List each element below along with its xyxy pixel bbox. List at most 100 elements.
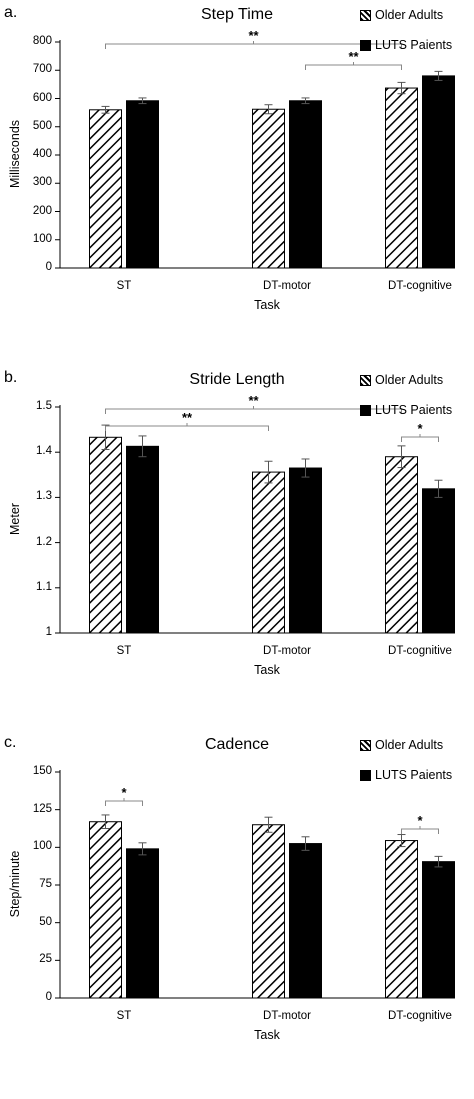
y-tick-label: 300 <box>32 176 52 189</box>
bar-luts-patients <box>422 861 455 999</box>
chart-title: Cadence <box>204 736 270 753</box>
x-tick-label: DT-motor <box>263 1010 311 1022</box>
significance-bracket <box>105 798 143 806</box>
significance-label: * <box>417 421 423 436</box>
y-tick-label: 200 <box>32 204 52 217</box>
bar-luts-patients <box>126 445 159 634</box>
y-tick-label: 500 <box>32 119 52 132</box>
error-bar <box>397 834 406 848</box>
chart-panel: 0 25 50 75 100 125 150 ST DT-motor DT-cognitive * *… <box>0 730 474 1090</box>
bar-luts-patients <box>422 488 455 634</box>
y-axis-label: Meter <box>8 503 22 535</box>
x-tick-label: DT-cognitive <box>388 645 452 657</box>
x-tick-label: DT-cognitive <box>388 1010 452 1022</box>
x-tick-label: DT-cognitive <box>388 280 452 292</box>
legend-item-older-adults: Older Adults <box>360 734 452 756</box>
bar-older-adults <box>89 436 122 634</box>
bar-older-adults <box>89 109 122 269</box>
significance-bracket <box>105 41 402 49</box>
significance-bracket <box>105 406 402 414</box>
y-tick-label: 1.4 <box>36 445 52 458</box>
bar-older-adults <box>252 471 285 634</box>
y-tick-label: 1.2 <box>36 535 52 548</box>
legend-item-luts-patients: LUTS Paients <box>360 399 452 421</box>
error-bar <box>101 105 110 114</box>
x-tick-label: DT-motor <box>263 645 311 657</box>
legend-item-luts-patients: LUTS Paients <box>360 764 452 786</box>
bar-older-adults <box>385 840 418 999</box>
error-bar <box>434 479 443 498</box>
y-axis-label: Step/minute <box>8 850 22 918</box>
error-bar <box>397 445 406 469</box>
y-tick-label: 1.3 <box>36 490 52 503</box>
bar-luts-patients <box>126 848 159 999</box>
x-tick-label: ST <box>116 1010 132 1022</box>
legend-swatch-solid <box>360 39 371 51</box>
y-tick-label: 1.1 <box>36 580 52 593</box>
error-bar <box>434 855 443 868</box>
legend: Older Adults LUTS Paients <box>360 734 452 786</box>
panel-label: c. <box>4 734 17 751</box>
error-bar <box>301 97 310 105</box>
chart-svg <box>55 405 455 634</box>
chart-panel: 0 100 200 300 400 500 600 700 800 ST DT-motor DT-co… <box>0 0 474 360</box>
error-bar <box>264 816 273 833</box>
significance-bracket <box>401 826 439 834</box>
x-tick-label: ST <box>116 280 132 292</box>
y-tick-label: 1.5 <box>36 400 52 412</box>
error-bar <box>138 842 147 856</box>
y-tick-label: 100 <box>32 232 52 245</box>
legend-item-older-adults: Older Adults <box>360 4 452 26</box>
bar-luts-patients <box>289 100 322 269</box>
error-bar <box>301 836 310 851</box>
significance-label: * <box>121 785 127 800</box>
bar-older-adults <box>385 456 418 634</box>
x-tick-label: ST <box>116 645 132 657</box>
legend: Older Adults LUTS Paients <box>360 369 452 421</box>
significance-bracket <box>401 434 439 442</box>
error-bar <box>301 458 310 478</box>
error-bar <box>264 460 273 484</box>
legend-swatch-hatched <box>360 739 371 751</box>
significance-label: ** <box>248 393 259 408</box>
legend-swatch-hatched <box>360 374 371 386</box>
legend-item-luts-patients: LUTS Paients <box>360 34 452 56</box>
error-bar <box>101 814 110 829</box>
y-tick-label: 0 <box>45 991 52 1003</box>
legend-label: LUTS Paients <box>375 403 453 417</box>
bar-luts-patients <box>422 75 455 269</box>
chart-panel: 1 1.1 1.2 1.3 1.4 1.5 ST DT-motor DT-cognitive **… <box>0 365 474 725</box>
y-tick-label: 75 <box>39 878 52 890</box>
legend-label: Older Adults <box>375 8 444 22</box>
x-tick-label: DT-motor <box>263 280 311 292</box>
y-tick-label: 0 <box>45 261 52 273</box>
x-axis-label: Task <box>254 663 280 677</box>
legend-swatch-solid <box>360 769 371 781</box>
panel-label: a. <box>4 4 18 21</box>
legend-item-older-adults: Older Adults <box>360 369 452 391</box>
error-bar <box>138 435 147 458</box>
y-tick-label: 50 <box>39 915 52 928</box>
y-axis-label: Milliseconds <box>8 119 22 189</box>
significance-bracket <box>305 62 402 70</box>
error-bar <box>138 97 147 105</box>
legend-label: Older Adults <box>375 373 444 387</box>
y-tick-label: 125 <box>32 802 52 815</box>
chart-svg <box>55 770 455 999</box>
bar-older-adults <box>252 108 285 269</box>
bar-luts-patients <box>126 100 159 269</box>
legend-swatch-solid <box>360 404 371 416</box>
x-axis-label: Task <box>254 298 280 312</box>
panel-label: b. <box>4 369 18 386</box>
chart-title: Stride Length <box>189 371 285 388</box>
legend-swatch-hatched <box>360 9 371 21</box>
legend-label: LUTS Paients <box>375 768 453 782</box>
legend-label: LUTS Paients <box>375 38 453 52</box>
bar-luts-patients <box>289 843 322 999</box>
chart-title: Step Time <box>200 6 274 23</box>
legend: Older Adults LUTS Paients <box>360 4 452 56</box>
significance-label: * <box>417 813 423 828</box>
legend-label: Older Adults <box>375 738 444 752</box>
y-tick-label: 150 <box>32 765 52 777</box>
error-bar <box>264 104 273 115</box>
